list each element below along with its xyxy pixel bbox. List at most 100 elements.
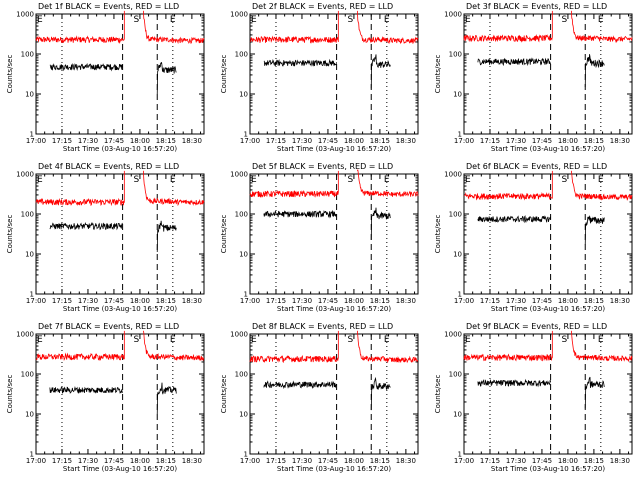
plot-frame xyxy=(249,333,419,455)
x-tick-label: 17:00 xyxy=(454,457,474,465)
y-tick-label: 1000 xyxy=(444,11,462,19)
x-tick-label: 18:30 xyxy=(610,297,630,305)
y-tick-label: 10 xyxy=(25,411,34,419)
x-tick-label: 17:15 xyxy=(266,137,286,145)
x-tick-label: 18:00 xyxy=(344,137,364,145)
y-tick-label: 1000 xyxy=(16,11,34,19)
chart-panel: Det 7f BLACK = Events, RED = LLD 1 10 100 10… xyxy=(6,322,205,473)
chart-panel: Det 3f BLACK = Events, RED = LLD 1 10 100 10… xyxy=(434,2,633,153)
y-tick-label: 100 xyxy=(449,371,462,379)
y-axis-label: Counts/sec xyxy=(434,215,442,254)
event-marker-label: E xyxy=(37,175,43,185)
x-tick-label: 17:45 xyxy=(104,137,124,145)
series-lld-line xyxy=(356,330,419,364)
series-events-line xyxy=(156,62,177,95)
series-lld-line xyxy=(570,10,633,44)
plot-frame xyxy=(463,173,633,295)
event-marker-label: S xyxy=(347,175,353,185)
chart-title: Det 3f BLACK = Events, RED = LLD xyxy=(466,2,607,11)
chart-title: Det 4f BLACK = Events, RED = LLD xyxy=(38,162,179,171)
y-tick-label: 10 xyxy=(453,411,462,419)
x-tick-label: 18:30 xyxy=(610,137,630,145)
x-tick-label: 17:30 xyxy=(292,297,312,305)
x-tick-label: 17:00 xyxy=(454,297,474,305)
y-tick-label: 10 xyxy=(239,251,248,259)
x-tick-label: 18:00 xyxy=(130,297,150,305)
y-axis-label: Counts/sec xyxy=(434,375,442,414)
chart-panel: Det 9f BLACK = Events, RED = LLD 1 10 100 10… xyxy=(434,322,633,473)
event-marker-label: E xyxy=(384,335,390,345)
x-axis-label: Start Time (03-Aug-10 16:57:20) xyxy=(491,145,605,153)
x-tick-label: 18:30 xyxy=(396,297,416,305)
series-events-line xyxy=(156,220,177,252)
x-tick-label: 18:00 xyxy=(130,137,150,145)
chart-title: Det 9f BLACK = Events, RED = LLD xyxy=(466,322,607,331)
event-marker-label: E xyxy=(465,175,471,185)
x-tick-label: 18:15 xyxy=(156,297,176,305)
x-tick-label: 17:30 xyxy=(78,137,98,145)
x-tick-label: 18:00 xyxy=(344,457,364,465)
series-lld-line xyxy=(142,10,205,45)
x-tick-label: 17:45 xyxy=(532,457,552,465)
plot-frame xyxy=(249,13,419,135)
x-tick-label: 18:15 xyxy=(584,457,604,465)
event-marker-label: E xyxy=(465,335,471,345)
plot-frame xyxy=(35,173,205,295)
y-tick-label: 1000 xyxy=(444,171,462,179)
chart-panel: Det 8f BLACK = Events, RED = LLD 1 10 100 10… xyxy=(220,322,419,473)
x-tick-label: 18:30 xyxy=(396,457,416,465)
series-events-line xyxy=(156,382,177,415)
plot-frame xyxy=(35,333,205,455)
y-axis-label: Counts/sec xyxy=(6,215,14,254)
y-tick-label: 100 xyxy=(449,51,462,59)
y-tick-label: 100 xyxy=(21,211,34,219)
series-lld-line xyxy=(35,330,125,361)
series-lld-line xyxy=(142,330,205,362)
x-tick-label: 17:45 xyxy=(104,297,124,305)
x-tick-label: 17:45 xyxy=(104,457,124,465)
series-lld-line xyxy=(463,170,553,201)
x-tick-label: 18:00 xyxy=(130,457,150,465)
y-tick-label: 10 xyxy=(239,411,248,419)
event-marker-label: S xyxy=(133,335,139,345)
x-tick-label: 18:30 xyxy=(396,137,416,145)
x-tick-label: 17:15 xyxy=(52,297,72,305)
x-tick-label: 18:30 xyxy=(182,457,202,465)
x-tick-label: 18:15 xyxy=(156,137,176,145)
series-events-line xyxy=(584,376,605,409)
plot-frame xyxy=(249,173,419,295)
y-axis-label: Counts/sec xyxy=(220,215,228,254)
y-axis-label: Counts/sec xyxy=(6,375,14,414)
series-events-line xyxy=(370,376,391,411)
event-marker-label: E xyxy=(465,15,471,25)
series-lld-line xyxy=(570,170,633,201)
y-tick-label: 1000 xyxy=(230,331,248,339)
series-events-line xyxy=(263,380,337,390)
x-tick-label: 18:30 xyxy=(610,457,630,465)
y-tick-label: 10 xyxy=(25,91,34,99)
x-axis-label: Start Time (03-Aug-10 16:57:20) xyxy=(63,145,177,153)
series-lld-line xyxy=(463,330,553,362)
x-tick-label: 17:30 xyxy=(292,457,312,465)
x-tick-label: 17:30 xyxy=(506,457,526,465)
y-tick-label: 10 xyxy=(453,91,462,99)
x-tick-label: 17:15 xyxy=(480,137,500,145)
y-tick-label: 1 xyxy=(244,131,248,139)
x-axis-label: Start Time (03-Aug-10 16:57:20) xyxy=(63,305,177,313)
x-tick-label: 17:15 xyxy=(480,297,500,305)
x-tick-label: 17:00 xyxy=(26,137,46,145)
plot-frame xyxy=(463,13,633,135)
y-tick-label: 100 xyxy=(235,51,248,59)
x-tick-label: 18:15 xyxy=(156,457,176,465)
series-events-line xyxy=(584,215,605,245)
y-axis-label: Counts/sec xyxy=(220,55,228,94)
y-tick-label: 1000 xyxy=(16,171,34,179)
x-tick-label: 17:00 xyxy=(454,137,474,145)
x-tick-label: 18:15 xyxy=(370,457,390,465)
y-tick-label: 1 xyxy=(244,291,248,299)
x-tick-label: 18:30 xyxy=(182,137,202,145)
x-tick-label: 17:00 xyxy=(240,297,260,305)
y-tick-label: 1 xyxy=(30,131,34,139)
x-tick-label: 17:45 xyxy=(532,137,552,145)
series-events-line xyxy=(49,62,123,72)
